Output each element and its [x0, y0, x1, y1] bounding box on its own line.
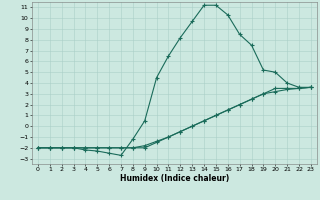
X-axis label: Humidex (Indice chaleur): Humidex (Indice chaleur)	[120, 174, 229, 183]
